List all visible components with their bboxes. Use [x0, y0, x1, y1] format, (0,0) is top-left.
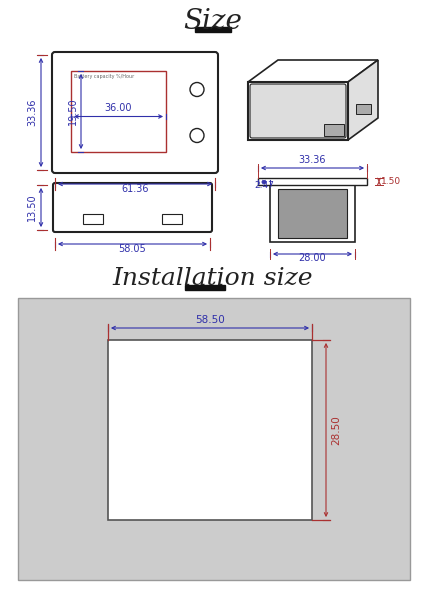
Bar: [161, 214, 181, 224]
Circle shape: [190, 128, 204, 142]
FancyBboxPatch shape: [52, 52, 218, 173]
Text: 58.05: 58.05: [118, 244, 146, 254]
Bar: [323, 124, 343, 136]
Bar: [269, 185, 354, 242]
Polygon shape: [248, 60, 377, 82]
Polygon shape: [347, 60, 377, 140]
FancyBboxPatch shape: [249, 84, 345, 138]
Text: 61.36: 61.36: [121, 184, 148, 194]
Text: 33.36: 33.36: [298, 155, 325, 165]
Text: 33.36: 33.36: [27, 99, 37, 126]
Bar: [83, 214, 103, 224]
Text: 58.50: 58.50: [195, 315, 225, 325]
Text: 13.50: 13.50: [27, 194, 37, 221]
Circle shape: [190, 82, 204, 97]
Text: 28.00: 28.00: [298, 253, 325, 263]
Bar: [108, 340, 311, 520]
Bar: [71, 71, 166, 152]
Text: 1.50: 1.50: [380, 177, 400, 186]
Bar: [257, 178, 366, 185]
Bar: [195, 27, 230, 32]
Text: 28.50: 28.50: [330, 415, 340, 445]
FancyBboxPatch shape: [53, 183, 211, 232]
Bar: [277, 189, 346, 238]
Text: Size: Size: [183, 8, 242, 35]
Bar: [184, 285, 225, 290]
Text: 2.47: 2.47: [253, 181, 273, 190]
Text: Battery capacity %/Hour: Battery capacity %/Hour: [74, 74, 134, 79]
Bar: [355, 104, 370, 114]
Text: 19.50: 19.50: [68, 98, 78, 125]
Polygon shape: [248, 82, 347, 140]
Text: Installation size: Installation size: [112, 267, 313, 290]
Bar: [18, 298, 409, 580]
Text: 36.00: 36.00: [104, 103, 132, 113]
